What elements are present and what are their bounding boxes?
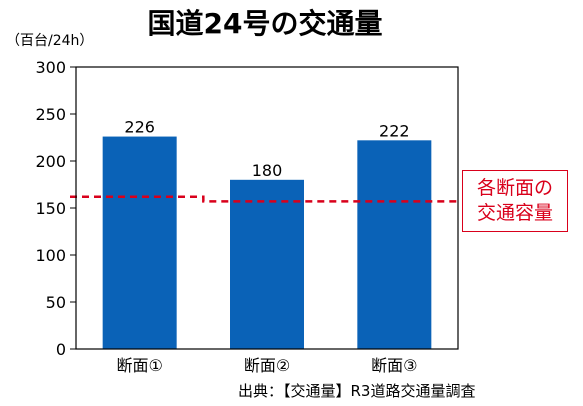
source-note: 出典：【交通量】R3道路交通量調査 <box>238 382 476 400</box>
y-axis-unit-label: （百台/24h） <box>6 33 94 49</box>
y-axis-ticks: 0 50 100 150 200 250 300 <box>35 58 76 359</box>
capacity-dashed-line <box>70 195 458 203</box>
y-tick-label: 250 <box>35 105 66 124</box>
bars <box>102 136 432 349</box>
capacity-legend-line-1: 各断面の <box>476 177 553 199</box>
bar-value-label: 222 <box>379 121 410 140</box>
bar <box>230 179 304 349</box>
y-tick-label: 100 <box>35 246 66 265</box>
bar-value-label: 226 <box>124 118 155 137</box>
bar <box>102 136 177 349</box>
capacity-legend-line-2: 交通容量 <box>476 202 553 224</box>
chart-title: 国道24号の交通量 <box>147 7 383 40</box>
y-tick-label: 300 <box>35 58 66 77</box>
plot-area-frame <box>75 66 459 350</box>
y-tick-label: 200 <box>35 152 66 171</box>
y-tick-label: 150 <box>35 199 66 218</box>
category-label: 断面③ <box>371 356 417 375</box>
category-labels: 断面① 断面② 断面③ <box>116 356 417 375</box>
bar-value-label: 180 <box>252 161 283 180</box>
capacity-line <box>70 195 458 203</box>
data-labels: 226 180 222 <box>124 118 409 180</box>
capacity-legend-box: 各断面の 交通容量 <box>462 170 568 232</box>
bar <box>357 140 432 349</box>
category-label: 断面② <box>244 356 290 375</box>
y-tick-label: 50 <box>46 293 66 312</box>
category-label: 断面① <box>116 356 162 375</box>
y-tick-label: 0 <box>56 340 66 359</box>
